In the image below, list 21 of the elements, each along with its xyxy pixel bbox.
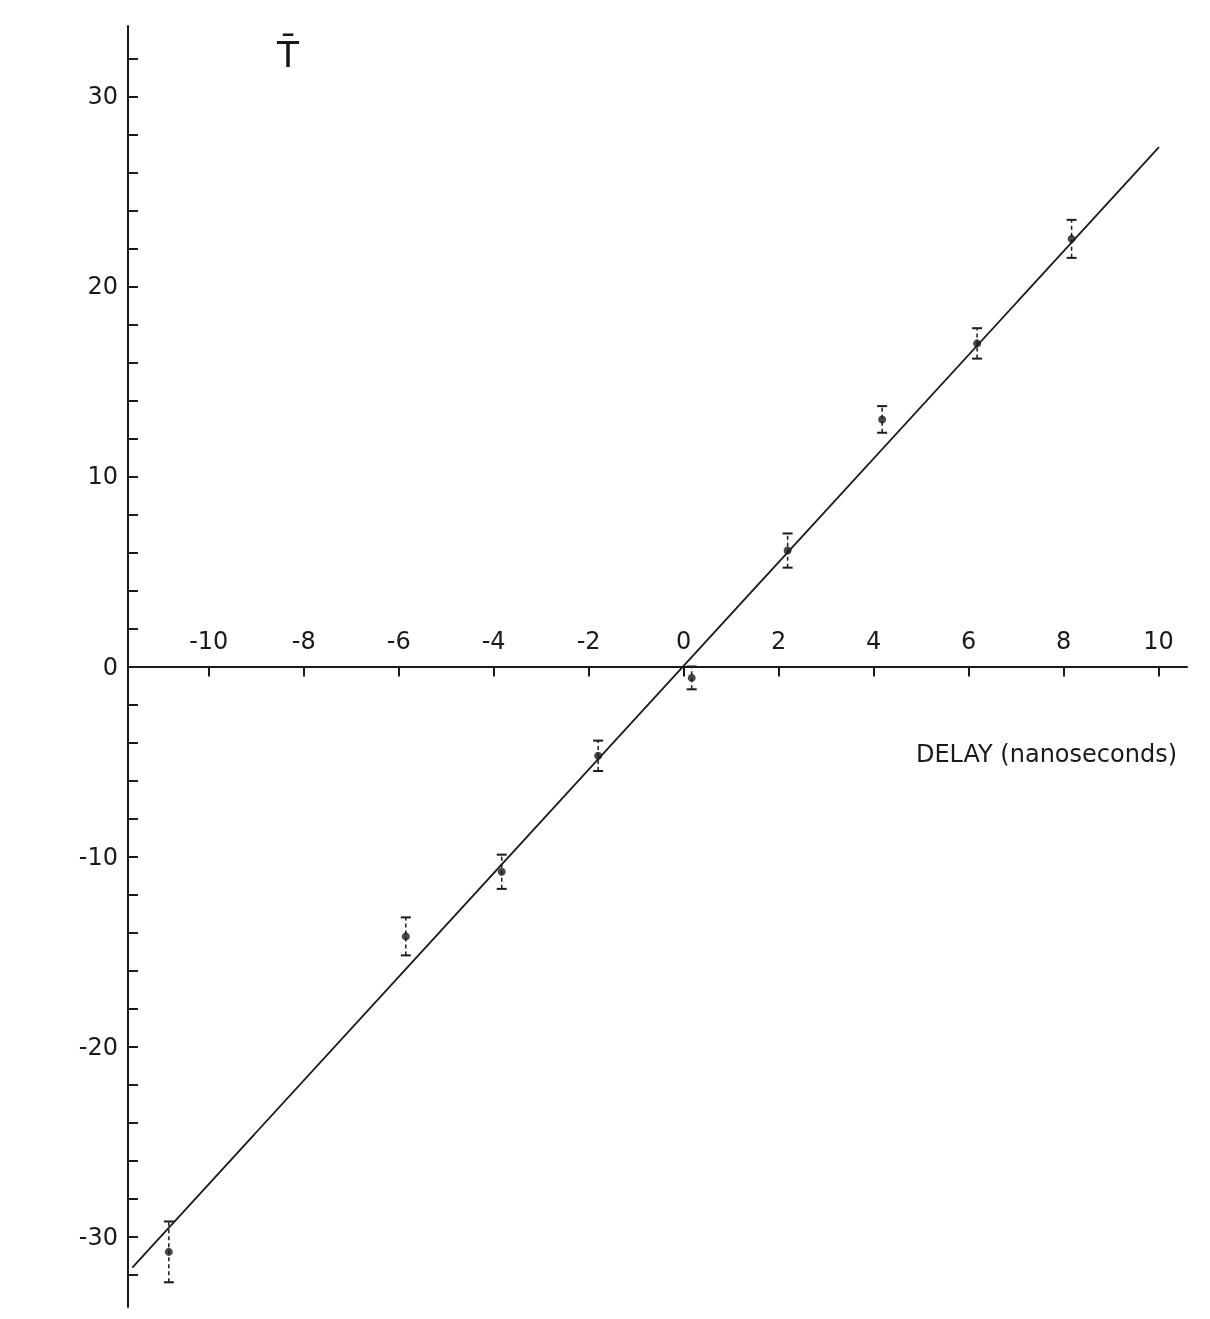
x-tick-label: 10 [1143,626,1174,655]
y-tick-label: -30 [78,1222,118,1251]
x-tick-label: 0 [675,626,692,655]
x-tick-label: 2 [770,626,787,655]
y-tick-label: 0 [102,652,118,681]
x-tick-label: -8 [291,626,316,655]
x-tick-label: 4 [865,626,882,655]
x-tick-label: -6 [386,626,411,655]
y-tick-label: -20 [78,1032,118,1061]
y-tick-label: 10 [87,462,118,491]
x-tick-label: -4 [481,626,506,655]
y-tick-label: 30 [87,82,118,111]
y-tick-label: 20 [87,272,118,301]
x-tick-label: -10 [189,626,229,655]
x-tick-label: 8 [1055,626,1072,655]
point [497,867,506,876]
x-tick-label: -2 [576,626,601,655]
x-tick-label: 6 [960,626,977,655]
y-tick-label: -10 [78,842,118,871]
y-axis-title: T̄ [276,32,300,75]
x-axis-title: DELAY (nanoseconds) [915,739,1177,768]
